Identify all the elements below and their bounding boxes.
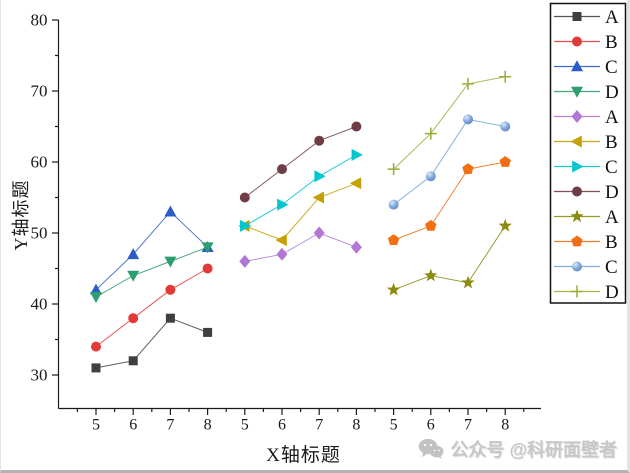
svg-text:7: 7: [166, 417, 174, 434]
axes: [52, 19, 541, 415]
series-4-A-diamond: [239, 226, 362, 268]
series-11-D-plus: [387, 70, 512, 176]
legend-entry-7-D: D: [554, 182, 619, 203]
svg-text:8: 8: [352, 417, 360, 434]
legend-entry-0-A: A: [554, 7, 619, 28]
series-5-B-triangle-left: [238, 177, 362, 247]
svg-text:80: 80: [31, 11, 48, 30]
legend-entry-10-C: C: [554, 257, 618, 278]
svg-text:70: 70: [31, 82, 48, 101]
svg-text:A: A: [605, 107, 619, 128]
svg-text:B: B: [605, 132, 618, 153]
series-9-B-pentagon: [387, 156, 511, 245]
svg-text:6: 6: [129, 417, 137, 434]
svg-text:7: 7: [315, 417, 323, 434]
y-axis-title: Y轴标题: [11, 179, 31, 251]
series-6-C-triangle-right: [240, 148, 363, 232]
svg-text:C: C: [605, 57, 618, 78]
legend-entry-11-D: D: [554, 282, 619, 303]
svg-text:5: 5: [390, 417, 398, 434]
legend-entry-6-C: C: [554, 157, 618, 178]
legend-entry-1-B: B: [554, 32, 618, 53]
svg-text:C: C: [605, 257, 618, 278]
series-8-A-star: [386, 218, 512, 296]
svg-text:D: D: [605, 282, 619, 303]
svg-text:60: 60: [31, 153, 48, 172]
svg-text:B: B: [605, 232, 618, 253]
svg-text:A: A: [605, 7, 619, 28]
series-10-C-sphere: [388, 114, 511, 210]
svg-text:40: 40: [31, 295, 48, 314]
x-axis-title: X轴标题: [266, 445, 341, 466]
series-0-A-square: [91, 313, 213, 373]
svg-text:8: 8: [204, 417, 212, 434]
svg-text:7: 7: [464, 417, 472, 434]
legend-entry-8-A: A: [554, 207, 619, 228]
svg-text:A: A: [605, 207, 619, 228]
svg-text:8: 8: [501, 417, 509, 434]
svg-text:C: C: [605, 157, 618, 178]
svg-text:6: 6: [427, 417, 435, 434]
series-7-D-circle: [239, 121, 362, 203]
watermark-text: 公众号 @科研面壁者: [450, 440, 617, 460]
legend-entry-9-B: B: [554, 232, 618, 253]
legend-entry-2-C: C: [554, 57, 618, 78]
series-3-D-triangle-down: [90, 242, 214, 304]
svg-text:5: 5: [241, 417, 249, 434]
legend-entry-4-A: A: [554, 107, 619, 128]
watermark: 公众号 @科研面壁者: [418, 436, 617, 462]
svg-text:B: B: [605, 32, 618, 53]
svg-text:5: 5: [92, 417, 100, 434]
series-2-C-triangle-up: [90, 205, 214, 295]
svg-text:D: D: [605, 182, 619, 203]
svg-text:D: D: [605, 82, 619, 103]
tick-labels: 30 40 50 60 70 80 5 6 7 8 5 6 7 8 5 6 7 8: [31, 11, 510, 434]
svg-text:6: 6: [278, 417, 286, 434]
legend-entry-3-D: D: [554, 82, 619, 103]
svg-text:50: 50: [31, 224, 48, 243]
legend-entry-5-B: B: [554, 132, 618, 153]
svg-text:30: 30: [31, 366, 48, 385]
series-1-B-circle: [91, 263, 213, 352]
wechat-icon: [419, 438, 444, 459]
